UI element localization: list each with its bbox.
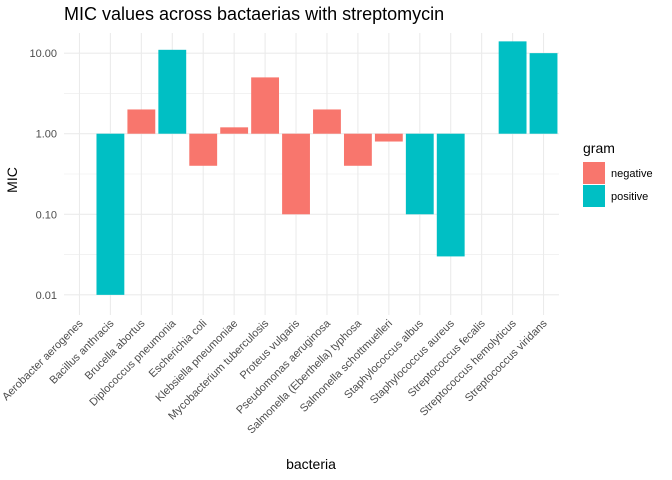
legend: gram negative positive [583,140,653,207]
y-axis-ticks: 0.01 0.10 1.00 10.00 [29,48,57,302]
bar-escherichia-coli [189,133,218,166]
bar-salmonella-schottmuelleri [374,133,403,142]
legend-label-negative: negative [611,168,653,180]
x-tick-label: Salmonella (Eberthella) typhosa [245,317,364,436]
bar-mycobacterium-tuberculosis [251,77,280,134]
y-tick-label: 1.00 [36,129,57,141]
x-axis-title: bacteria [286,456,336,472]
legend-swatch-positive [583,185,605,207]
y-axis-title: MIC [4,167,20,193]
legend-title: gram [583,140,615,156]
bar-diplococcus-pneumonia [158,49,187,134]
bar-streptococcus-viridans [529,53,558,134]
y-tick-label: 10.00 [29,48,57,60]
bar-brucella-abortus [127,109,156,134]
y-tick-label: 0.10 [36,209,57,221]
y-tick-label: 0.01 [36,290,57,302]
chart-title: MIC values across bactaerias with strept… [64,4,444,24]
bars [96,41,558,295]
bar-pseudomonas-aeruginosa [313,109,341,134]
bar-staphylococcus-albus [405,133,434,215]
legend-swatch-negative [583,162,605,184]
legend-label-positive: positive [611,191,648,203]
bar-proteus-vulgaris [282,133,310,215]
bar-salmonella-eberthella-typhosa [343,133,372,166]
bar-streptococcus-hemolyticus [498,41,527,134]
grid [64,33,559,315]
bar-klebsiella-pneumoniae [220,127,249,134]
bar-staphylococcus-aureus [436,133,465,257]
bar-bacillus-anthracis [96,133,125,295]
